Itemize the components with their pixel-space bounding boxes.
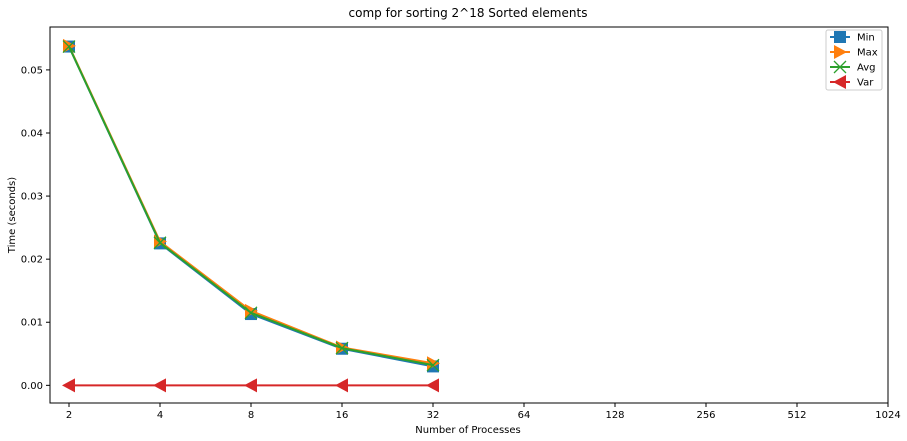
legend-marker (833, 75, 846, 89)
data-point-avg (244, 306, 258, 320)
legend-label: Min (857, 33, 875, 44)
y-tick-label: 0.04 (21, 128, 43, 139)
x-axis: 2 4 8 16 32 64 128 256 512 1024 (66, 403, 901, 421)
legend-box (825, 29, 883, 91)
legend-marker (833, 60, 847, 74)
data-point-max (245, 303, 258, 318)
y-axis-label: Time (seconds) (7, 177, 18, 254)
data-point-var (426, 378, 439, 393)
x-tick-label: 8 (248, 410, 254, 421)
data-point-avg (335, 341, 349, 355)
x-tick-label: 512 (787, 410, 806, 421)
chart-title: comp for sorting 2^18 Sorted elements (349, 6, 588, 20)
x-tick-label: 32 (427, 410, 440, 421)
x-tick-label: 64 (518, 410, 531, 421)
data-point-var (62, 378, 75, 393)
y-axis: 0.00 0.01 0.02 0.03 0.04 0.05 (21, 65, 50, 392)
legend-label: Max (857, 48, 878, 59)
y-tick-label: 0.03 (21, 192, 43, 203)
data-point-var (335, 378, 348, 393)
y-tick-label: 0.02 (21, 255, 43, 266)
data-point-avg (426, 358, 440, 372)
x-tick-label: 2 (66, 410, 72, 421)
legend-label: Var (857, 78, 874, 89)
y-tick-label: 0.01 (21, 318, 43, 329)
plot-area (62, 38, 440, 393)
y-tick-label: 0.05 (21, 65, 43, 76)
data-point-var (244, 378, 257, 393)
legend: Min Max Avg Var (825, 29, 883, 91)
x-axis-label: Number of Processes (415, 425, 520, 436)
x-tick-label: 16 (336, 410, 349, 421)
data-point-var (153, 378, 166, 393)
data-point-avg (62, 40, 76, 54)
legend-label: Avg (857, 63, 876, 74)
x-tick-label: 128 (605, 410, 624, 421)
data-point-max (427, 356, 440, 371)
x-tick-label: 4 (157, 410, 163, 421)
legend-marker (834, 31, 846, 43)
x-tick-label: 256 (696, 410, 715, 421)
data-point-avg (153, 236, 167, 250)
legend-marker (834, 45, 847, 59)
x-tick-label: 1024 (875, 410, 900, 421)
y-tick-label: 0.00 (21, 381, 43, 392)
plot-frame (49, 26, 889, 404)
